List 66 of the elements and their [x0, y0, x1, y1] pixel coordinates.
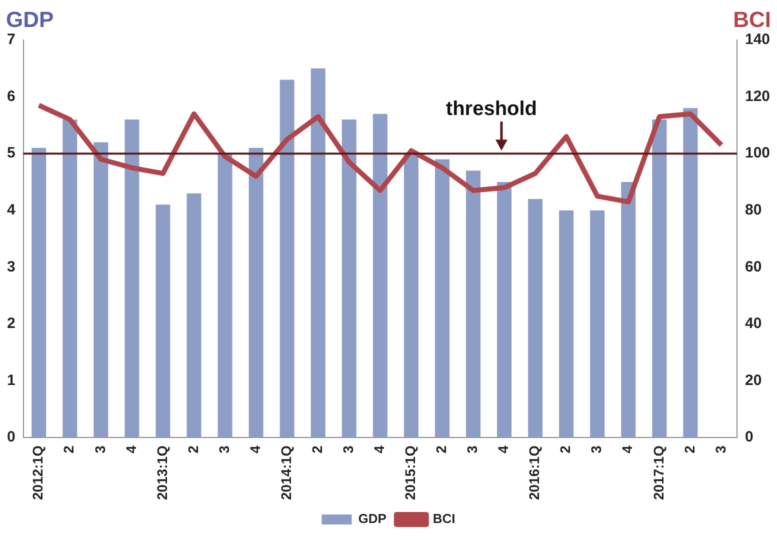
bar	[62, 120, 78, 438]
bar	[342, 120, 356, 438]
y-tick-label: 2	[7, 315, 16, 332]
x-tick-label: 3	[588, 445, 604, 454]
y-tick-label: 7	[7, 31, 16, 48]
x-tick-label: 2	[433, 445, 450, 454]
y-tick-label: 0	[7, 428, 16, 446]
legend-label: GDP	[358, 511, 387, 526]
x-tick-label: 3	[464, 445, 480, 454]
x-tick-label: 2	[60, 445, 77, 454]
x-tick-label: 4	[495, 445, 512, 454]
x-tick-label: 2	[557, 445, 574, 454]
y-tick-label: 4	[7, 202, 16, 219]
bar	[683, 108, 698, 438]
x-tick-label: 4	[122, 445, 139, 454]
x-tick-label: 2	[184, 445, 201, 454]
x-tick-label: 4	[371, 445, 388, 454]
legend-label: BCI	[432, 511, 456, 526]
ref-line-label: threshold	[446, 98, 538, 120]
y2-tick-label: 0	[744, 428, 754, 446]
x-tick-label: 3	[712, 445, 728, 454]
x-tick-label: 2012:1Q	[30, 445, 46, 500]
y2-tick-label: 40	[744, 315, 762, 332]
y-tick-label: 3	[7, 258, 16, 276]
bar	[372, 114, 388, 438]
y2-tick-label: 20	[744, 372, 762, 389]
x-tick-label: 4	[246, 445, 263, 454]
x-tick-label: 3	[216, 445, 232, 454]
y2-tick-label: 60	[744, 258, 762, 276]
y-axis-title: GDP	[6, 7, 54, 32]
x-tick-label: 2016:1Q	[526, 445, 542, 500]
x-tick-label: 2014:1Q	[278, 445, 294, 500]
bar	[124, 120, 140, 438]
bar	[528, 199, 543, 438]
x-tick-label: 2	[308, 445, 325, 454]
x-tick-label: 2015:1Q	[402, 445, 418, 500]
bar	[652, 120, 667, 438]
bar	[280, 80, 294, 438]
bar	[218, 154, 232, 438]
y-tick-label: 1	[7, 372, 16, 389]
bar	[621, 182, 636, 438]
bar	[434, 159, 450, 438]
bar	[94, 142, 108, 438]
y2-tick-label: 120	[744, 88, 770, 105]
bar	[497, 182, 512, 438]
bar	[310, 68, 326, 438]
x-tick-label: 2017:1Q	[650, 445, 666, 500]
x-tick-label: 3	[340, 445, 356, 454]
x-tick-label: 3	[92, 445, 108, 454]
x-tick-label: 2013:1Q	[154, 445, 170, 500]
bar	[466, 170, 480, 438]
x-tick-label: 2	[681, 445, 698, 454]
y2-tick-label: 100	[744, 144, 770, 162]
bar	[156, 204, 170, 438]
bar	[32, 148, 46, 438]
bar	[590, 210, 605, 438]
y-tick-label: 6	[7, 88, 16, 105]
bar	[248, 148, 264, 438]
bar	[404, 154, 418, 438]
y-tick-label: 5	[7, 144, 16, 162]
y2-tick-label: 80	[744, 202, 762, 219]
y2-tick-label: 140	[744, 31, 770, 48]
y2-axis-title: BCI	[733, 7, 771, 32]
bar	[186, 193, 202, 438]
bar	[559, 210, 574, 438]
x-tick-label: 4	[619, 445, 636, 454]
